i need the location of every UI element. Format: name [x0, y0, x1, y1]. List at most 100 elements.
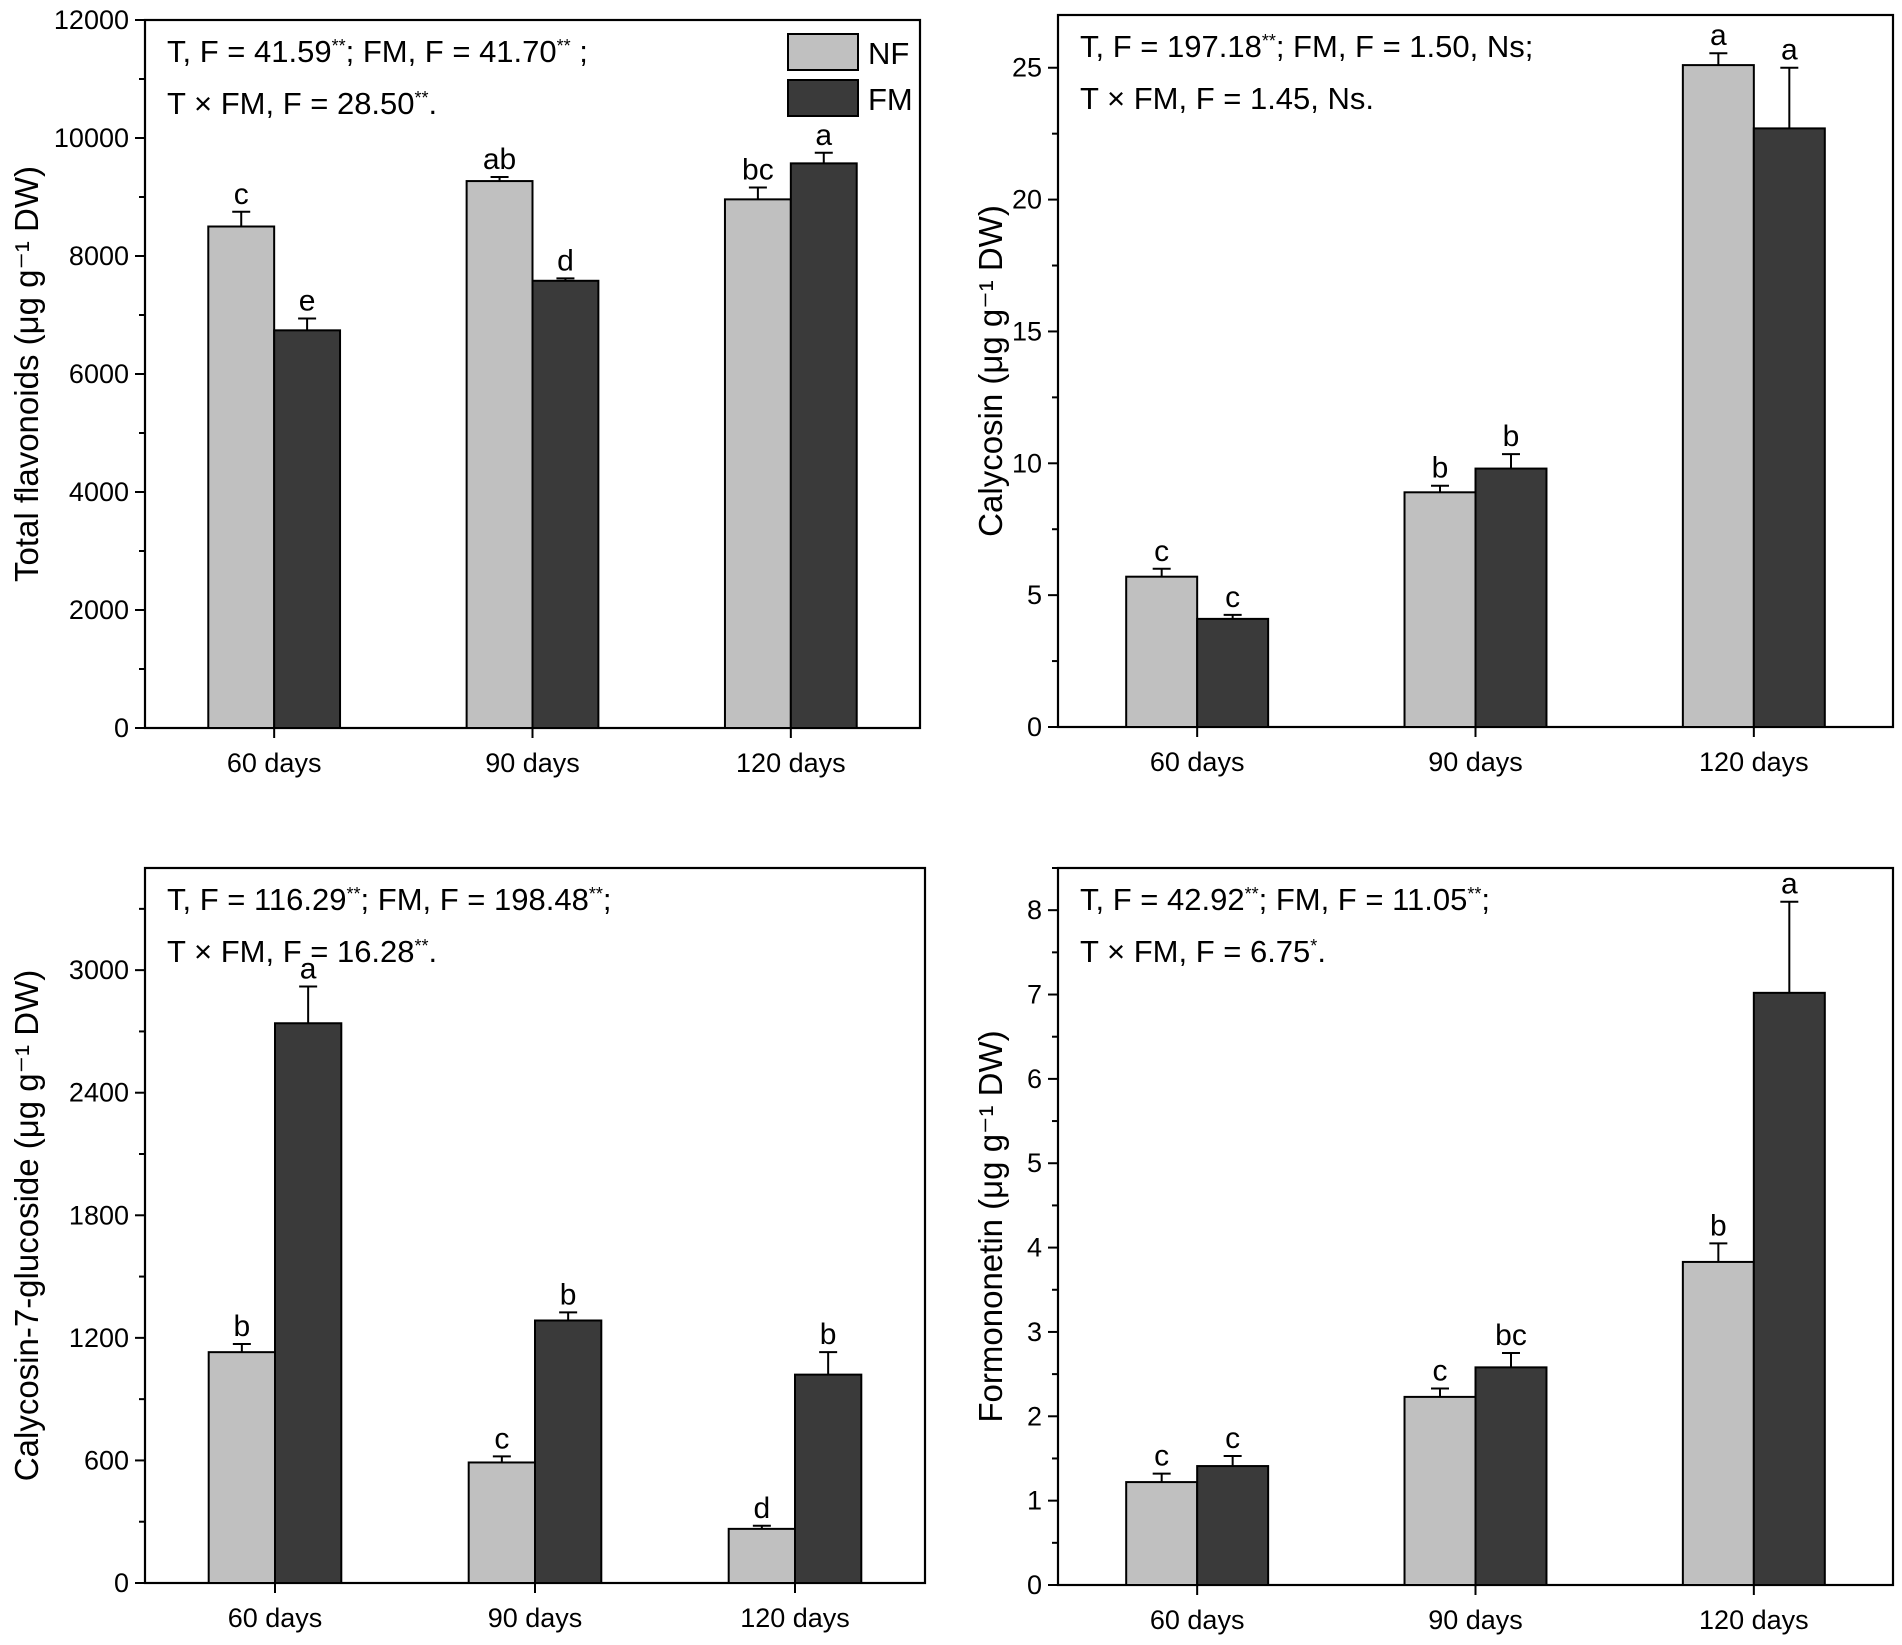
bar-fm-3	[1752, 127, 1826, 729]
y-tick-label: 2400	[69, 1078, 129, 1108]
bar-nf-3	[723, 198, 792, 730]
anova-annotation-line-1: T, F = 41.59**; FM, F = 41.70** ;	[167, 34, 588, 69]
y-axis-label: Formononetin (μg g⁻¹ DW)	[972, 1030, 1009, 1422]
x-tick-label: 90 days	[485, 748, 580, 778]
x-tick-label: 60 days	[1150, 747, 1245, 777]
bar-nf-1	[207, 225, 276, 729]
significance-letter: c	[1225, 581, 1240, 614]
y-tick-label: 6	[1027, 1064, 1042, 1094]
chart-panel-calycosin-7-glucoside: 0 600 1200 1800 2400 3000 Calycosin-7-glucosid…	[8, 866, 927, 1633]
y-tick-label: 5	[1027, 580, 1042, 610]
y-tick-label: 25	[1012, 53, 1042, 83]
x-tick-label: 120 days	[1699, 1605, 1809, 1635]
significance-letter: b	[234, 1310, 251, 1343]
bar-nf-1	[1125, 575, 1199, 729]
bar-fm-2	[534, 1319, 603, 1584]
y-tick-label: 1200	[69, 1323, 129, 1353]
significance-letter: a	[815, 119, 832, 152]
y-axis-label: Calycosin-7-glucoside (μg g⁻¹ DW)	[8, 970, 45, 1481]
legend-swatch-fm	[787, 79, 859, 117]
y-tick-label: 10	[1012, 448, 1042, 478]
x-tick-label: 90 days	[1428, 1605, 1523, 1635]
anova-annotation-line-2: T × FM, F = 1.45, Ns.	[1080, 81, 1374, 116]
y-tick-label: 4000	[69, 477, 129, 507]
y-tick-label: 0	[114, 1568, 129, 1598]
y-tick-label: 15	[1012, 316, 1042, 346]
bar-nf-3	[1681, 64, 1755, 729]
x-tick-label: 120 days	[736, 748, 846, 778]
bar-nf-3	[727, 1527, 797, 1584]
significance-letter: a	[1710, 19, 1727, 52]
bar-nf-3	[1681, 1260, 1755, 1586]
bar-fm-1	[1196, 617, 1270, 728]
anova-annotation-line-2: T × FM, F = 16.28**.	[167, 934, 437, 969]
bar-fm-1	[1196, 1465, 1270, 1587]
significance-letter: c	[1154, 535, 1169, 568]
y-tick-label: 0	[1027, 712, 1042, 742]
y-tick-label: 0	[1027, 1570, 1042, 1600]
bar-fm-1	[273, 329, 342, 729]
significance-letter: a	[300, 952, 317, 985]
significance-letter: b	[1710, 1209, 1727, 1242]
x-tick-label: 60 days	[227, 748, 322, 778]
anova-annotation-line-1: T, F = 42.92**; FM, F = 11.05**;	[1080, 882, 1490, 917]
legend-label-fm: FM	[868, 82, 913, 117]
anova-annotation-line-1: T, F = 116.29**; FM, F = 198.48**;	[167, 882, 611, 917]
significance-letter: c	[1433, 1354, 1448, 1387]
bar-nf-2	[467, 1461, 537, 1585]
significance-letter: e	[299, 285, 316, 318]
significance-letter: bc	[1495, 1319, 1527, 1352]
significance-letter: b	[1503, 420, 1520, 453]
y-tick-label: 2	[1027, 1401, 1042, 1431]
significance-letter: c	[234, 178, 249, 211]
x-tick-label: 60 days	[1150, 1605, 1245, 1635]
legend-swatch-nf	[787, 33, 859, 71]
y-tick-label: 1	[1027, 1486, 1042, 1516]
bar-fm-3	[794, 1373, 863, 1584]
y-tick-label: 12000	[54, 5, 129, 35]
y-tick-label: 20	[1012, 185, 1042, 215]
y-tick-label: 10000	[54, 123, 129, 153]
y-axis-label: Total flavonoids (μg g⁻¹ DW)	[8, 166, 45, 582]
anova-annotation-line-2: T × FM, F = 28.50**.	[167, 86, 437, 121]
y-tick-label: 2000	[69, 595, 129, 625]
x-tick-label: 60 days	[228, 1603, 323, 1633]
significance-letter: c	[1225, 1422, 1240, 1455]
bar-fm-2	[1474, 467, 1548, 728]
significance-letter: b	[560, 1278, 577, 1311]
significance-letter: a	[1781, 868, 1798, 901]
bar-nf-2	[1403, 1395, 1477, 1586]
y-tick-label: 3000	[69, 955, 129, 985]
y-tick-label: 1800	[69, 1200, 129, 1230]
chart-panel-calycosin: 0 5 10 15 20 25 Calycosin (μg g⁻¹ DW) 60 days c c…	[972, 13, 1895, 777]
bar-fm-3	[1752, 991, 1826, 1586]
bar-fm-1	[274, 1022, 343, 1584]
chart-panel-total-flavonoids: 0 2000 4000 6000 8000 10000 12000 Total flavono…	[8, 5, 922, 778]
anova-annotation-line-1: T, F = 197.18**; FM, F = 1.50, Ns;	[1080, 29, 1533, 64]
y-tick-label: 5	[1027, 1148, 1042, 1178]
significance-letter: c	[494, 1422, 509, 1455]
bar-fm-2	[1474, 1366, 1548, 1586]
significance-letter: ab	[483, 143, 516, 176]
y-tick-label: 7	[1027, 980, 1042, 1010]
x-tick-label: 120 days	[740, 1603, 850, 1633]
y-tick-label: 600	[84, 1445, 129, 1475]
bar-nf-2	[465, 180, 534, 729]
bar-nf-1	[207, 1351, 276, 1584]
y-tick-label: 8000	[69, 241, 129, 271]
bar-nf-2	[1403, 491, 1477, 728]
legend: NF FM	[787, 33, 913, 117]
y-axis-label: Calycosin (μg g⁻¹ DW)	[972, 205, 1009, 537]
significance-letter: a	[1781, 34, 1798, 67]
significance-letter: b	[1432, 452, 1449, 485]
bar-fm-2	[531, 279, 600, 729]
y-tick-label: 3	[1027, 1317, 1042, 1347]
bar-nf-1	[1125, 1481, 1199, 1586]
x-tick-label: 120 days	[1699, 747, 1809, 777]
legend-label-nf: NF	[868, 36, 909, 71]
significance-letter: c	[1154, 1440, 1169, 1473]
significance-letter: d	[754, 1492, 771, 1525]
y-tick-label: 6000	[69, 359, 129, 389]
significance-letter: d	[557, 244, 574, 277]
